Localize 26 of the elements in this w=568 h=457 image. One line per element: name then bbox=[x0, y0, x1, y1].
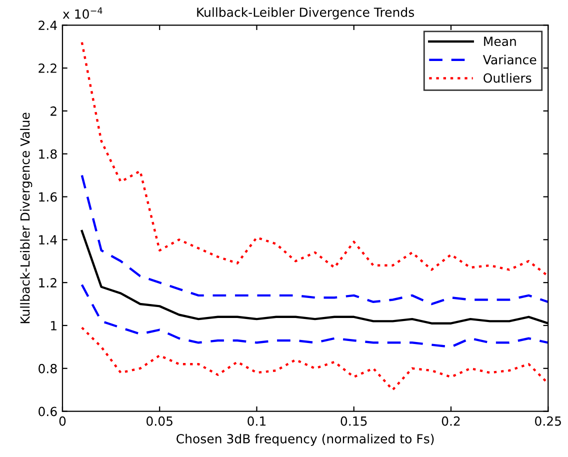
y-tick-label: 0.6 bbox=[38, 406, 57, 416]
chart-title: Kullback-Leibler Divergence Trends bbox=[197, 7, 414, 20]
x-tick-label: 0.05 bbox=[146, 416, 172, 426]
y-tick-label: 2.2 bbox=[38, 64, 56, 73]
y-tick-label: 1 bbox=[51, 321, 56, 330]
y-tick-label: 1.8 bbox=[39, 149, 57, 159]
line-series bbox=[80, 174, 548, 306]
y-tick-label: 1.6 bbox=[39, 192, 57, 202]
y-tick-label: 1.2 bbox=[39, 278, 56, 288]
x-tick-label: 0 bbox=[59, 416, 66, 426]
y-tick-label: 0.8 bbox=[38, 364, 57, 374]
y-axis-title: Kullback-Leibler Divergence Value bbox=[20, 112, 32, 324]
y-tick-label: 1.4 bbox=[39, 235, 57, 244]
legend-label: Mean bbox=[484, 36, 516, 46]
line-series bbox=[80, 284, 548, 348]
x-tick-label: 0.25 bbox=[535, 416, 561, 426]
x-axis-title: Chosen 3dB frequency (normalized to Fs) bbox=[176, 434, 434, 446]
legend-label: Variance bbox=[482, 54, 536, 64]
x-tick-label: 0.2 bbox=[442, 416, 460, 426]
x-tick-label: 0.1 bbox=[248, 416, 266, 426]
line-series bbox=[80, 326, 548, 391]
x-tick-label: 0.15 bbox=[340, 416, 367, 426]
text: x 10$^{−4}$ bbox=[62, 7, 102, 19]
y-tick-label: 2 bbox=[50, 106, 56, 116]
legend-label: Outliers bbox=[484, 73, 532, 83]
y-tick-label: 2.4 bbox=[38, 20, 57, 30]
